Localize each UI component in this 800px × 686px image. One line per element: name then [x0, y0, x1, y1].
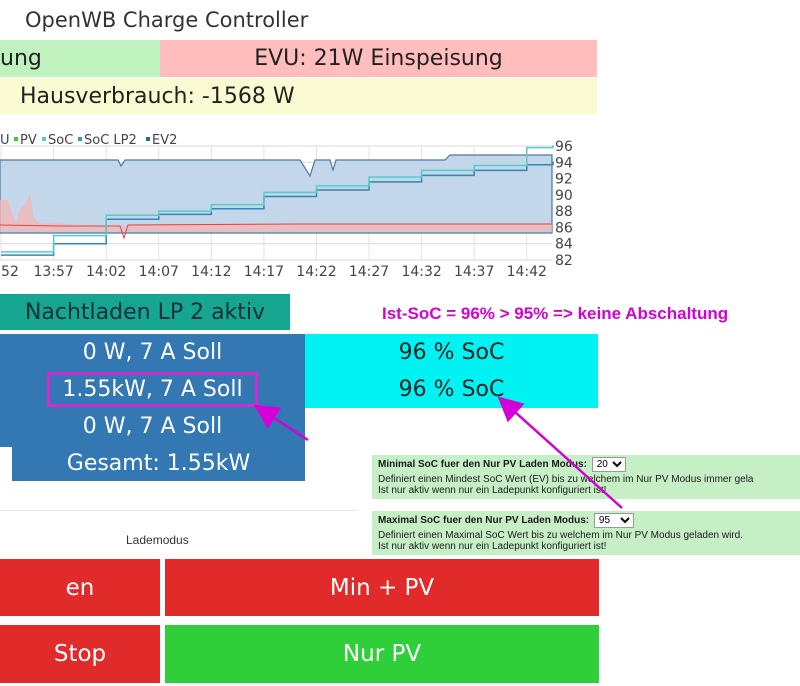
- min-soc-desc2: Ist nur aktiv wenn nur ein Ladepunkt kon…: [378, 485, 607, 496]
- min-pv-button-label: Min + PV: [329, 574, 435, 601]
- x-tick-label: 14:42: [507, 264, 547, 280]
- house-consumption-label: Hausverbrauch: -1568 W: [20, 83, 295, 109]
- chart-area-fill: [0, 154, 553, 234]
- nur-pv-button-label: Nur PV: [342, 641, 422, 667]
- legend-item: SoC LP2: [84, 133, 137, 148]
- live-chart: U PV SoC SoC LP2 EV2 52 13:57 14:02 14:07 14:12 1…: [0, 133, 573, 280]
- lp2-power: 1.55kW, 7 A Soll: [0, 371, 305, 408]
- lademodus-label: Lademodus: [126, 533, 189, 547]
- chart-series: [1, 145, 554, 256]
- page-title: OpenWB Charge Controller: [25, 8, 309, 32]
- x-tick-label: 14:17: [244, 264, 284, 280]
- legend-item: SoC: [48, 133, 73, 148]
- lp2-soc: 96 % SoC: [305, 371, 598, 408]
- lp1-soc: 96 % SoC: [305, 334, 598, 371]
- min-soc-desc1: Definiert einen Mindest SoC Wert (EV) bi…: [378, 474, 754, 485]
- legend-marker: [78, 137, 82, 141]
- stop-button[interactable]: Stop: [0, 625, 160, 683]
- x-tick-label: 14:37: [454, 264, 494, 280]
- y-tick-label: 90: [555, 188, 573, 204]
- y-tick-label: 82: [555, 253, 573, 269]
- total-power: Gesamt: 1.55kW: [12, 445, 305, 481]
- legend-item: PV: [20, 133, 37, 148]
- nachtladen-status: Nachtladen LP 2 aktiv: [0, 294, 290, 330]
- stop-button-label: Stop: [53, 641, 107, 667]
- nur-pv-button[interactable]: Nur PV: [165, 625, 599, 683]
- lp2-power-label: 1.55kW, 7 A Soll: [47, 372, 258, 407]
- y-tick-label: 92: [555, 172, 573, 188]
- x-tick-label: 14:27: [349, 264, 389, 280]
- evu-status: EVU: 21W Einspeisung: [160, 40, 597, 77]
- x-tick-label: 52: [1, 264, 19, 280]
- max-soc-setting: Maximal SoC fuer den Nur PV Laden Modus:…: [372, 511, 800, 555]
- max-soc-desc2: Ist nur aktiv wenn nur ein Ladepunkt kon…: [378, 541, 607, 552]
- min-soc-label: Minimal SoC fuer den Nur PV Laden Modus:: [378, 459, 587, 470]
- x-tick-label: 13:57: [33, 264, 73, 280]
- x-tick-label: 14:12: [191, 264, 231, 280]
- max-soc-select[interactable]: 95: [593, 513, 634, 528]
- min-soc-setting: Minimal SoC fuer den Nur PV Laden Modus:…: [372, 455, 800, 499]
- x-tick-label: 14:32: [401, 264, 441, 280]
- x-tick-label: 14:02: [86, 264, 126, 280]
- lp1-power: 0 W, 7 A Soll: [0, 334, 305, 371]
- pv-status-label: ung: [0, 46, 42, 71]
- chart-red-line: [0, 223, 552, 240]
- y-tick-label: 94: [555, 155, 573, 171]
- lp-left-tab: [0, 445, 12, 447]
- sofort-button[interactable]: en: [0, 559, 160, 616]
- max-soc-desc1: Definiert einen Maximal SoC Wert bis zu …: [378, 530, 743, 541]
- legend-item: U: [0, 133, 10, 148]
- legend-marker: [14, 137, 18, 141]
- sofort-button-label: en: [65, 574, 95, 601]
- y-tick-label: 84: [555, 237, 573, 253]
- min-soc-select[interactable]: 20: [591, 457, 626, 472]
- lademodus-divider: [0, 510, 358, 511]
- series-line: [1, 145, 554, 253]
- soc-annotation: Ist-SoC = 96% > 95% => keine Abschaltung: [382, 304, 729, 323]
- x-tick-label: 14:07: [139, 264, 179, 280]
- y-tick-label: 96: [555, 139, 573, 155]
- pv-status: ung: [0, 40, 160, 77]
- legend-item: EV2: [152, 133, 177, 148]
- lp3-power: 0 W, 7 A Soll: [0, 408, 305, 445]
- x-tick-label: 14:22: [296, 264, 336, 280]
- legend-marker: [146, 137, 150, 141]
- evu-status-label: EVU: 21W Einspeisung: [254, 46, 503, 71]
- min-pv-button[interactable]: Min + PV: [165, 559, 599, 616]
- y-tick-label: 88: [555, 204, 573, 220]
- y-tick-label: 86: [555, 220, 573, 236]
- chart-x-ticks: 52 13:57 14:02 14:07 14:12 14:17 14:22 14:27 14:…: [1, 264, 547, 280]
- legend-marker: [42, 137, 46, 141]
- max-soc-label: Maximal SoC fuer den Nur PV Laden Modus:: [378, 515, 590, 526]
- chart-legend: U PV SoC SoC LP2 EV2: [0, 133, 177, 148]
- house-consumption: Hausverbrauch: -1568 W: [0, 78, 597, 114]
